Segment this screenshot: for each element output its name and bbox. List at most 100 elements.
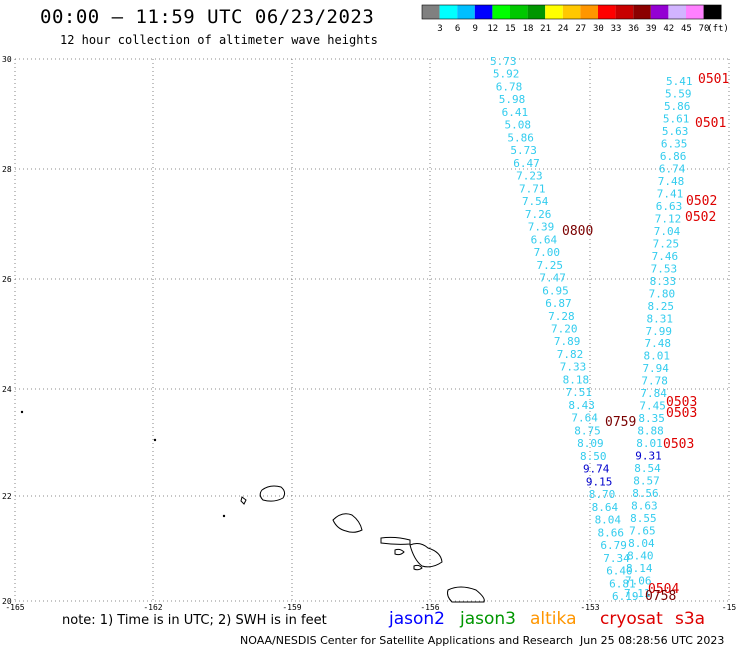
legend-tick-label: 70 xyxy=(699,24,710,34)
longitude-label: -159 xyxy=(282,603,301,610)
legend-tick-label: 27 xyxy=(575,24,586,34)
legend-altika: altika xyxy=(530,609,577,629)
track-a-wave-height: 6.19 xyxy=(612,590,639,603)
track-b-wave-height: 6.63 xyxy=(656,200,683,213)
track-b-wave-height: 8.25 xyxy=(648,300,675,313)
track-a-wave-height: 6.47 xyxy=(513,157,540,170)
legend-unit-label: (ft) xyxy=(707,24,729,34)
time-label-dark: 0759 xyxy=(605,415,636,430)
track-b-wave-height: 5.59 xyxy=(665,87,692,100)
track-a-wave-height: 7.26 xyxy=(525,208,552,221)
track-b-wave-height: 8.14 xyxy=(626,562,653,575)
legend-swatch xyxy=(650,5,669,19)
legend-jason2: jason2 xyxy=(389,609,445,629)
track-b-wave-height: 8.56 xyxy=(632,487,659,500)
legend-swatch xyxy=(580,5,598,19)
legend-swatch xyxy=(703,5,722,19)
track-b-wave-height: 8.54 xyxy=(634,462,661,475)
track-b-wave-height: 7.06 xyxy=(625,575,652,588)
track-a-wave-height: 6.79 xyxy=(600,539,627,552)
track-a-wave-height: 7.25 xyxy=(536,259,563,272)
legend-tick-label: 33 xyxy=(611,24,622,34)
track-b-wave-height: 9.31 xyxy=(635,450,662,463)
track-b-wave-height: 6.86 xyxy=(660,150,687,163)
track-b-wave-height: 8.31 xyxy=(647,312,674,325)
time-label-red: 0502 xyxy=(685,210,716,225)
legend-tick-label: 45 xyxy=(681,24,692,34)
legend-swatch xyxy=(615,5,634,19)
longitude-label: -156 xyxy=(420,603,439,610)
track-b-wave-height: 5.63 xyxy=(662,125,689,138)
legend-swatch xyxy=(545,5,563,19)
track-a-wave-height: 8.04 xyxy=(595,514,622,527)
island-dot xyxy=(222,514,226,518)
legend-jason3: jason3 xyxy=(460,609,516,629)
track-b-wave-height: 6.35 xyxy=(661,137,688,150)
track-b-wave-height: 5.61 xyxy=(663,112,690,125)
legend-tick-label: 3 xyxy=(437,24,442,34)
legend-tick-label: 30 xyxy=(593,24,604,34)
track-a-wave-height: 8.50 xyxy=(580,450,607,463)
legend-tick-label: 39 xyxy=(646,24,657,34)
track-b-wave-height: 7.11 xyxy=(624,587,651,600)
time-label-red: 0503 xyxy=(663,437,694,452)
track-b-wave-height: 7.48 xyxy=(658,175,685,188)
legend-swatch xyxy=(527,5,546,19)
track-b-wave-height: 8.35 xyxy=(638,412,665,425)
time-label-red: 0501 xyxy=(698,72,729,87)
track-a-wave-height: 8.18 xyxy=(563,373,590,386)
track-b-wave-height: 8.33 xyxy=(650,275,677,288)
track-b-wave-height: 7.53 xyxy=(651,262,678,275)
legend-swatch xyxy=(457,5,475,19)
latitude-label: 20 xyxy=(2,597,12,606)
island-maui xyxy=(409,543,443,568)
track-b-wave-height: 7.84 xyxy=(640,387,667,400)
track-a-wave-height: 6.41 xyxy=(502,106,528,119)
track-a-wave-height: 7.47 xyxy=(539,272,566,285)
time-label-dark: 0800 xyxy=(562,224,593,239)
track-b-wave-height: 8.01 xyxy=(643,350,670,363)
map-grid: 30 28 26 24 22 20-165 -162 -159 -156 -153 -15 xyxy=(2,55,736,610)
note-text: note: 1) Time is in UTC; 2) SWH is in fe… xyxy=(62,613,327,628)
wave-height-map: 3 6 9 12 15 18 21 24 27 30 33 36 39 42 45 70(ft) 302826… xyxy=(2,4,736,610)
track-b-wave-height: 8.88 xyxy=(637,425,664,438)
track-a-wave-height: 8.70 xyxy=(589,488,616,501)
track-a-wave-height: 6.78 xyxy=(496,80,523,93)
legend-swatch xyxy=(686,5,704,19)
latitude-label: 24 xyxy=(2,385,12,394)
track-b-wave-height: 7.25 xyxy=(653,237,680,250)
legend-frame xyxy=(421,4,722,20)
track-a-wave-height: 7.71 xyxy=(519,182,546,195)
legend-swatch xyxy=(439,5,458,19)
track-b-wave-height: 7.80 xyxy=(649,287,676,300)
track-a-wave-height: 5.73 xyxy=(490,55,517,68)
legend-tick-label: 12 xyxy=(487,24,498,34)
track-a-wave-height: 8.43 xyxy=(568,399,595,412)
legend-tick-label: 6 xyxy=(455,24,460,34)
track-a-wave-height: 7.28 xyxy=(548,310,575,323)
longitude-label: -162 xyxy=(143,603,162,610)
track-a-wave-height: 9.74 xyxy=(583,463,610,476)
time-label-red: 0504 xyxy=(648,582,679,597)
track-a-wave-height: 6.87 xyxy=(545,297,572,310)
track-b-wave-height: 7.46 xyxy=(652,250,679,263)
legend-swatch xyxy=(474,5,493,19)
latitude-label: 28 xyxy=(2,165,12,174)
legend-tick-label: 15 xyxy=(505,24,516,34)
track-a-wave-height: 7.33 xyxy=(560,361,587,374)
track-b-wave-height: 7.99 xyxy=(646,325,673,338)
track-a-wave-height: 8.64 xyxy=(592,501,619,514)
track-b-wave-height: 8.04 xyxy=(628,537,655,550)
track-b-wave-height: 5.41 xyxy=(666,75,693,88)
map-subtitle: 12 hour collection of altimeter wave hei… xyxy=(60,33,378,47)
legend-tick-label: 24 xyxy=(558,24,569,34)
track-a-wave-height: 6.64 xyxy=(531,233,558,246)
track-b-wave-height: 8.55 xyxy=(630,512,657,525)
track-a-wave-height: 7.51 xyxy=(566,386,593,399)
time-label-red: 0502 xyxy=(686,194,717,209)
legend-s3a: s3a xyxy=(675,609,706,629)
track-a-wave-height: 7.39 xyxy=(528,221,555,234)
island-hawaii-big xyxy=(447,586,485,603)
color-legend: 3 6 9 12 15 18 21 24 27 30 33 36 39 42 45 70(ft) xyxy=(421,4,729,34)
legend-swatch xyxy=(422,5,440,19)
